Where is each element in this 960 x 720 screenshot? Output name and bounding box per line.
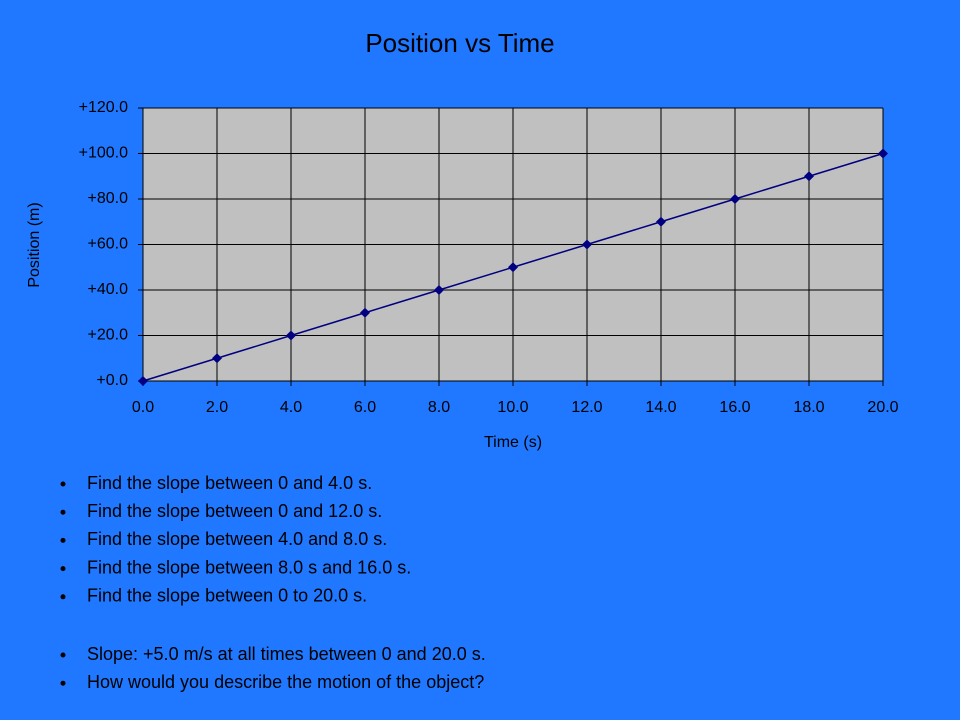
data-point	[730, 194, 740, 204]
x-tick-label: 16.0	[719, 399, 750, 416]
x-tick-label: 20.0	[867, 399, 898, 416]
data-point	[582, 239, 592, 250]
y-tick-label: +100.0	[79, 145, 128, 162]
data-point	[138, 376, 148, 386]
bullet-text: Find the slope between 0 to 20.0 s.	[87, 586, 367, 606]
x-tick-label: 18.0	[793, 399, 824, 416]
x-tick-label: 4.0	[280, 399, 302, 416]
x-tick-label: 0.0	[132, 399, 154, 416]
data-point	[804, 171, 814, 182]
data-point	[286, 330, 296, 341]
bullet-text: Find the slope between 0 and 4.0 s.	[87, 473, 372, 493]
data-point	[508, 262, 518, 273]
x-tick-label: 14.0	[645, 399, 676, 416]
y-tick-label: +80.0	[88, 190, 129, 207]
x-tick-label: 2.0	[206, 399, 228, 416]
y-tick-label: +40.0	[88, 281, 129, 298]
y-tick-label: +20.0	[88, 327, 129, 344]
chart-title: Position vs Time	[365, 28, 554, 58]
bullet	[60, 566, 66, 572]
data-point	[878, 148, 888, 159]
bullet-text: Find the slope between 0 and 12.0 s.	[87, 501, 382, 521]
y-tick-label: +60.0	[88, 236, 129, 253]
data-point	[360, 307, 370, 318]
data-point	[434, 285, 444, 295]
y-tick-label: +0.0	[96, 372, 128, 389]
x-axis-label: Time (s)	[484, 434, 542, 451]
bullet	[60, 652, 66, 658]
data-point	[212, 353, 222, 364]
bullet-text: Slope: +5.0 m/s at all times between 0 a…	[87, 644, 486, 664]
x-tick-label: 12.0	[571, 399, 602, 416]
bullet	[60, 481, 66, 487]
x-tick-label: 10.0	[497, 399, 528, 416]
bullet-text: Find the slope between 8.0 s and 16.0 s.	[87, 557, 411, 577]
x-tick-label: 6.0	[354, 399, 376, 416]
bullet	[60, 594, 66, 600]
bullet	[60, 509, 66, 515]
y-tick-label: +120.0	[79, 99, 128, 116]
y-axis-label: Position (m)	[26, 202, 43, 287]
x-tick-label: 8.0	[428, 399, 450, 416]
bullet	[60, 680, 66, 686]
bullet-text: Find the slope between 4.0 and 8.0 s.	[87, 529, 387, 549]
data-point	[656, 216, 666, 227]
bullet-text: How would you describe the motion of the…	[87, 672, 484, 692]
bullet	[60, 537, 66, 543]
